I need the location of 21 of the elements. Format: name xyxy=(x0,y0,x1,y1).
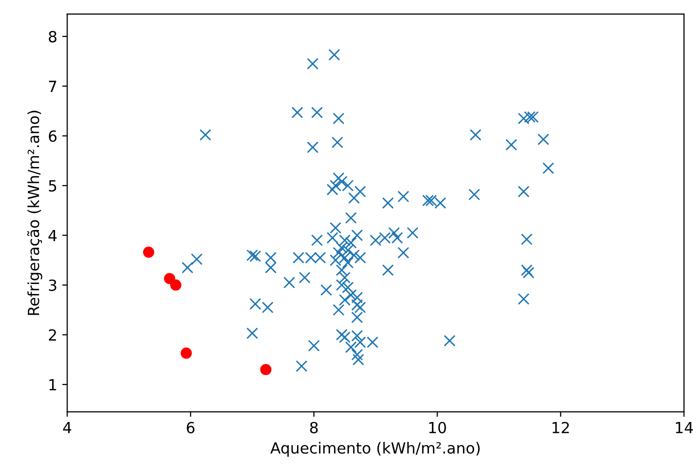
point xyxy=(260,364,272,376)
point xyxy=(170,279,182,291)
y-tick-label: 5 xyxy=(48,180,56,192)
x-tick-label: 6 xyxy=(186,422,194,434)
y-tick-label: 8 xyxy=(48,30,56,42)
y-tick-label: 1 xyxy=(49,379,56,390)
x-tick-label: 4 xyxy=(63,422,72,434)
y-tick-label: 4 xyxy=(48,230,57,242)
y-axis-title: Refrigeração (kWh/m².ano) xyxy=(27,110,42,315)
x-tick-label: 10 xyxy=(429,422,446,434)
x-tick-label: 14 xyxy=(676,422,693,434)
y-tick-label: 7 xyxy=(49,80,56,92)
point xyxy=(143,246,154,258)
y-tick-label: 3 xyxy=(48,280,56,292)
point xyxy=(164,272,176,284)
point xyxy=(180,348,192,359)
x-tick-label: 12 xyxy=(552,422,569,434)
x-tick-label: 8 xyxy=(310,422,318,434)
y-tick-label: 2 xyxy=(48,329,56,341)
x-axis-title: Aquecimento (kWh/m².ano) xyxy=(270,442,480,457)
y-tick-label: 6 xyxy=(48,130,57,142)
